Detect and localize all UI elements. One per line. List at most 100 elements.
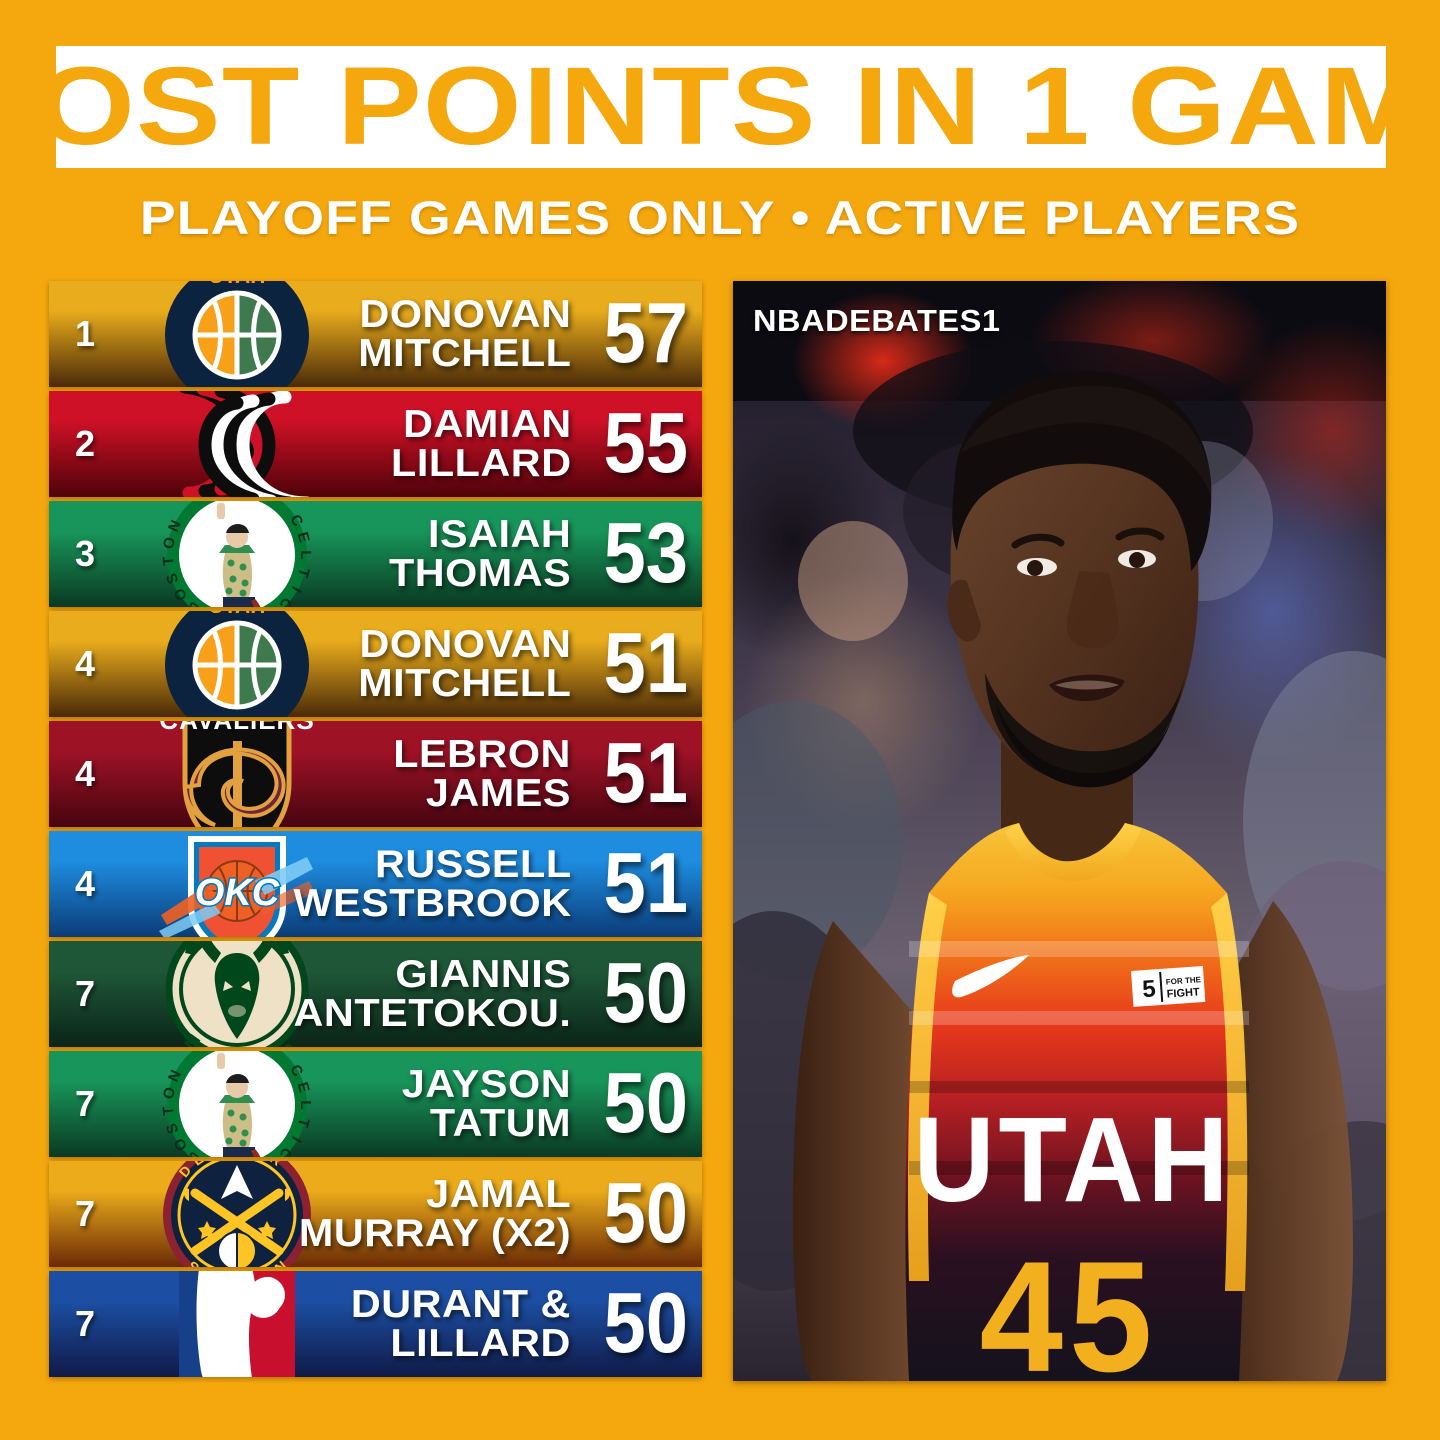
team-logo-jazz-icon: UTAH BASKETBALL	[137, 281, 337, 387]
page-subtitle: PLAYOFF GAMES ONLY • ACTIVE PLAYERS	[139, 191, 1301, 244]
svg-text:L: L	[297, 1100, 314, 1109]
ranking-row[interactable]: 7 BOSTON B O S T O N C E L T I C S	[49, 1051, 702, 1157]
row-background	[49, 1051, 702, 1157]
player-name: ISAIAH THOMAS	[388, 513, 572, 595]
team-logo-nuggets-icon: D E N E R N S	[137, 1161, 337, 1267]
row-background	[49, 391, 702, 497]
row-background	[49, 1271, 702, 1377]
points-value: 51	[603, 615, 688, 712]
watermark-label: NBADEBATES1	[753, 303, 1001, 338]
rank-number: 3	[74, 533, 96, 574]
ranking-row[interactable]: 3 BOSTON B O S T O N C E L T I C S	[49, 501, 702, 607]
ranking-row[interactable]: 7 M SGIANNIS ANTETOKOU. 50	[49, 941, 702, 1047]
rank-number: 1	[74, 313, 96, 354]
player-name: LEBRON JAMES	[393, 733, 572, 815]
rank-number: 4	[74, 643, 96, 684]
svg-text:R: R	[267, 1161, 284, 1169]
row-detail: GIANNIS ANTETOKOU. 50	[293, 941, 688, 1047]
svg-text:T: T	[160, 1106, 178, 1117]
row-detail: DURANT & LILLARD 50	[351, 1271, 688, 1377]
team-logo-jazz-icon: UTAH BASKETBALL	[137, 611, 337, 717]
player-name: JAMAL MURRAY (X2)	[298, 1173, 572, 1255]
svg-text:O: O	[160, 1086, 179, 1101]
player-photo-panel: NBADEBATES1	[733, 281, 1386, 1381]
player-name: GIANNIS ANTETOKOU.	[293, 953, 572, 1035]
row-background	[49, 611, 702, 717]
player-name: DONOVAN MITCHELL	[358, 623, 572, 705]
svg-text:N: N	[272, 1258, 290, 1267]
team-logo-okc-icon: OKC	[137, 831, 337, 937]
svg-text:E: E	[294, 1080, 313, 1094]
rank-number: 7	[74, 1193, 96, 1234]
title-banner: MOST POINTS IN 1 GAME	[56, 46, 1386, 168]
player-name: DONOVAN MITCHELL	[358, 293, 572, 375]
svg-text:S: S	[276, 1040, 298, 1047]
ranking-row[interactable]: 7 DURANT & LILLARD 50	[49, 1271, 702, 1377]
svg-text:UTAH: UTAH	[914, 1091, 1233, 1227]
row-detail: JAMAL MURRAY (X2) 50	[299, 1161, 688, 1267]
row-detail: RUSSELL WESTBROOK 51	[293, 831, 688, 937]
svg-text:OKC: OKC	[195, 872, 280, 914]
points-value: 51	[603, 835, 688, 932]
svg-text:E: E	[294, 530, 313, 544]
ranking-row[interactable]: 4 OKC RUSSELL WESTBROOK 51	[49, 831, 702, 937]
points-value: 50	[603, 1165, 688, 1262]
player-name: JAYSON TATUM	[401, 1063, 572, 1145]
svg-text:B: B	[183, 597, 202, 607]
svg-text:O: O	[160, 536, 179, 551]
header: MOST POINTS IN 1 GAME PLAYOFF GAMES ONLY…	[0, 0, 1440, 270]
points-value: 50	[603, 1055, 688, 1152]
team-logo-nba-icon	[137, 1271, 337, 1377]
row-background	[49, 1161, 702, 1267]
row-detail: LEBRON JAMES 51	[394, 721, 688, 827]
svg-text:T: T	[160, 556, 178, 567]
ranking-row[interactable]: 2 DAMIAN LILLARD 55	[49, 391, 702, 497]
row-detail: DAMIAN LILLARD 55	[391, 391, 688, 497]
points-value: 57	[603, 285, 688, 382]
row-detail: DONOVAN MITCHELL 57	[358, 281, 688, 387]
svg-text:L: L	[297, 550, 314, 559]
team-logo-cavs-icon: CAVALIERS	[137, 721, 337, 827]
svg-text:CAVALIERS: CAVALIERS	[159, 721, 314, 735]
svg-text:T: T	[294, 566, 313, 579]
svg-text:E: E	[190, 1161, 207, 1169]
points-value: 50	[603, 945, 688, 1042]
row-background	[49, 941, 702, 1047]
svg-text:45: 45	[980, 1229, 1159, 1381]
rank-number: 4	[74, 753, 96, 794]
row-background	[49, 501, 702, 607]
svg-text:FOR THE: FOR THE	[1166, 975, 1202, 986]
points-value: 55	[603, 395, 688, 492]
player-figure: 5 FOR THE FIGHT UTAH 45	[733, 281, 1386, 1381]
ranking-row[interactable]: 4 UTAH BASKETBALL DONOVAN MITCHELL 51	[49, 611, 702, 717]
svg-text:UTAH: UTAH	[209, 611, 266, 618]
points-value: 51	[603, 725, 688, 822]
rank-number: 2	[74, 423, 96, 464]
svg-text:FIGHT: FIGHT	[1166, 986, 1200, 1000]
team-logo-celtics-icon: BOSTON B O S T O N C E L T I C S	[137, 501, 337, 607]
svg-text:B: B	[183, 1147, 202, 1157]
player-name: RUSSELL WESTBROOK	[293, 843, 572, 925]
svg-text:5: 5	[1141, 975, 1156, 1003]
rank-number: 7	[74, 973, 96, 1014]
rank-number: 7	[74, 1083, 96, 1124]
points-value: 53	[603, 505, 688, 602]
team-logo-bucks-icon: M S	[137, 941, 337, 1047]
svg-text:S: S	[185, 1258, 202, 1267]
page-title: MOST POINTS IN 1 GAME	[56, 46, 1386, 168]
nike-swoosh-icon	[952, 955, 1029, 998]
ranking-row[interactable]: 7 D E N E R N S JAMAL MURRAY (X2) 50	[49, 1161, 702, 1267]
row-detail: ISAIAH THOMAS 53	[389, 501, 688, 607]
svg-text:T: T	[294, 1116, 313, 1129]
ranking-row[interactable]: 1 UTAH BASKETBALL DONOVAN MITCHELL 57	[49, 281, 702, 387]
row-background	[49, 831, 702, 937]
player-name: DURANT & LILLARD	[351, 1283, 572, 1365]
row-detail: JAYSON TATUM 50	[402, 1051, 688, 1157]
row-detail: DONOVAN MITCHELL 51	[358, 611, 688, 717]
ranking-row[interactable]: 4 CAVALIERS LEBRON JAMES 51	[49, 721, 702, 827]
row-background	[49, 721, 702, 827]
svg-text:UTAH: UTAH	[209, 281, 266, 288]
rank-number: 4	[74, 863, 96, 904]
player-name: DAMIAN LILLARD	[390, 403, 572, 485]
